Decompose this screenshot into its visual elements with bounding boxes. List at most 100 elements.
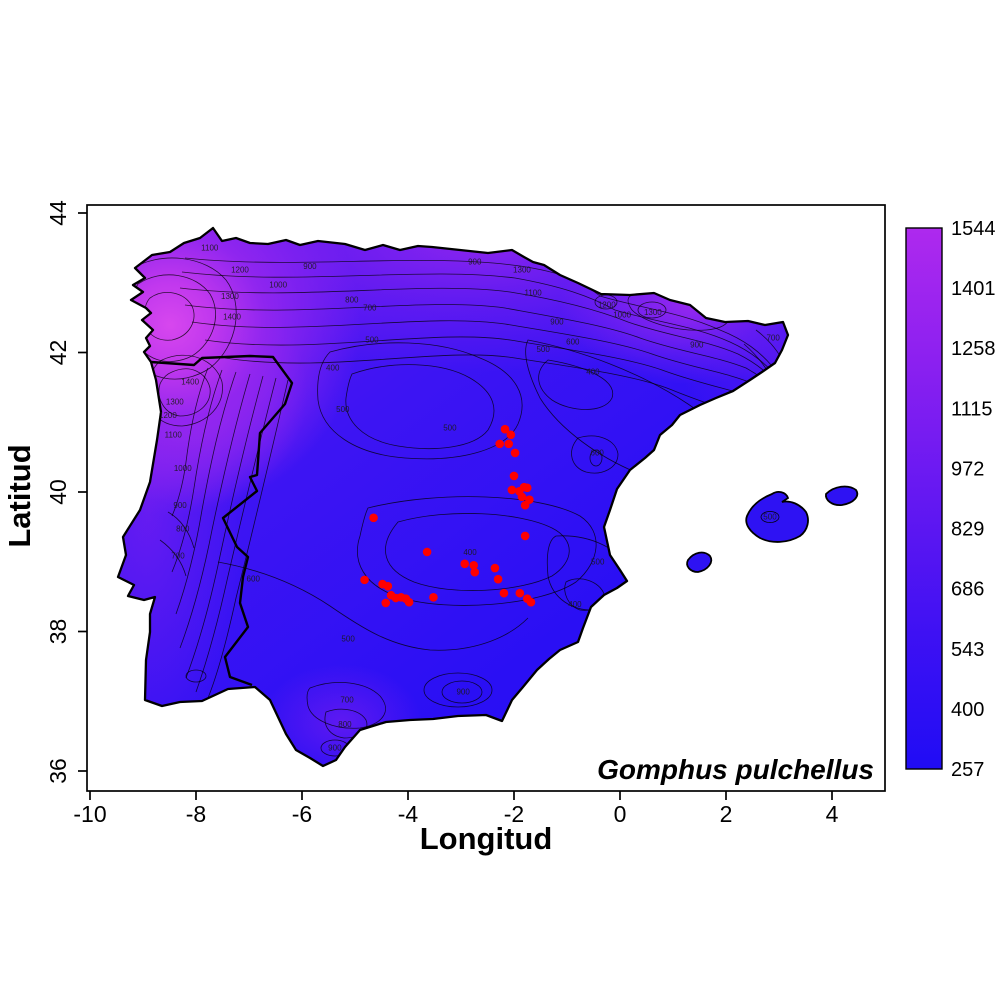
contour-value-labels: 1100 1200 1300 1400 1400 1300 1200 1100 1000 900 8… (159, 243, 780, 752)
occurrence-point (369, 513, 378, 523)
occurrence-point (422, 547, 432, 557)
y-axis-ticks: 36 38 40 42 44 (45, 200, 87, 784)
colorbar-tick-label: 543 (951, 639, 984, 661)
x-axis-title: Longitud (420, 821, 553, 856)
contour-label: 600 (591, 448, 605, 457)
occurrence-point (404, 597, 414, 607)
occurrence-point (526, 597, 536, 607)
colorbar-tick-label: 1544 (951, 218, 996, 240)
contour-label: 800 (345, 296, 359, 305)
occurrence-point (490, 563, 500, 573)
occurrence-point (469, 560, 479, 570)
contour-label: 600 (247, 575, 261, 584)
occurrence-point (460, 559, 470, 569)
colorbar-tick-label: 686 (951, 579, 984, 601)
y-tick-label: 44 (45, 200, 71, 226)
contour-label: 1000 (174, 464, 192, 473)
occurrence-point (493, 574, 503, 584)
y-tick-label: 42 (45, 340, 71, 366)
contour-label: 1400 (181, 377, 199, 386)
x-tick-label: -4 (398, 801, 419, 827)
colorbar-tick-label: 400 (951, 699, 984, 721)
occurrence-point (507, 485, 517, 495)
y-axis-title: Latitud (2, 444, 37, 547)
contour-label: 600 (566, 338, 580, 347)
contour-label: 900 (550, 317, 564, 326)
balearic-islands (686, 485, 859, 573)
contour-label: 1200 (598, 301, 616, 310)
contour-label: 500 (443, 423, 457, 432)
occurrence-point (520, 531, 530, 541)
contour-label: 1400 (223, 312, 241, 321)
colorbar-tick-label: 1258 (951, 338, 996, 360)
portugal-spain-border (150, 354, 294, 687)
x-tick-label: 0 (614, 801, 627, 827)
contour-label: 400 (463, 548, 477, 557)
contour-label: 1300 (513, 266, 531, 275)
colorbar-gradient (905, 227, 943, 770)
contour-label: 900 (456, 688, 470, 697)
x-tick-label: -6 (292, 801, 312, 827)
occurrence-point (499, 588, 509, 598)
ibiza-island (686, 551, 713, 573)
species-label: Gomphus pulchellus (597, 754, 874, 785)
occurrence-point (381, 598, 391, 608)
contour-label: 1100 (165, 430, 183, 439)
contour-label: 800 (176, 524, 190, 533)
contour-label: 1300 (644, 308, 662, 317)
y-tick-label: 38 (45, 619, 71, 645)
x-tick-label: 4 (826, 801, 839, 827)
contour-label: 400 (586, 368, 600, 377)
contour-label: 400 (568, 600, 582, 609)
occurrence-point (383, 581, 393, 591)
y-tick-label: 40 (45, 479, 71, 505)
contour-label: 500 (536, 345, 550, 354)
contour-label: 400 (326, 363, 340, 372)
contour-label: 700 (340, 695, 354, 704)
x-tick-label: -10 (73, 801, 106, 827)
contour-label: 1200 (159, 411, 177, 420)
contour-label: 500 (591, 557, 605, 566)
contour-label: 500 (763, 513, 777, 522)
colorbar-tick-label: 1401 (951, 278, 996, 300)
colorbar-tick-label: 1115 (951, 398, 993, 420)
occurrence-point (506, 430, 516, 440)
occurrence-point (517, 492, 527, 502)
x-axis-ticks: -10 -8 -6 -4 -2 0 2 4 (73, 791, 839, 827)
contour-label: 700 (363, 303, 377, 312)
occurrence-point (515, 588, 525, 598)
mallorca-island (745, 491, 809, 543)
contour-label: 900 (690, 340, 704, 349)
contour-label: 900 (303, 262, 317, 271)
x-tick-label: 2 (720, 801, 733, 827)
plot-frame (86, 204, 886, 792)
contour-label: 900 (468, 257, 482, 266)
contour-label: 1000 (613, 310, 631, 319)
contour-label: 1300 (166, 398, 184, 407)
occurrence-point (504, 439, 513, 449)
contour-label: 500 (365, 335, 379, 344)
occurrence-point (522, 483, 532, 493)
iberia-coastline (116, 226, 790, 768)
occurrence-point (429, 593, 438, 602)
colorbar-tick-label: 972 (951, 458, 984, 480)
contour-label: 500 (341, 635, 355, 644)
contour-label: 800 (338, 720, 352, 729)
colorbar-tick-label: 257 (951, 759, 984, 781)
occurrence-point (470, 567, 480, 577)
menorca-island (825, 485, 859, 506)
occurrence-point (360, 575, 369, 585)
contour-label: 1200 (231, 266, 249, 275)
contour-label: 700 (171, 552, 185, 561)
colorbar-tick-labels: 1544 1401 1258 1115 972 829 686 543 400 257 (951, 218, 996, 781)
occurrence-point (495, 439, 504, 449)
contour-label: 900 (328, 743, 342, 752)
mallorca-contour (760, 511, 780, 523)
contour-label: 900 (173, 501, 187, 510)
occurrence-points-layer (360, 424, 536, 608)
occurrence-point (510, 448, 520, 458)
contour-label: 1100 (524, 289, 542, 298)
x-tick-label: -8 (186, 801, 206, 827)
contour-label: 1300 (221, 292, 239, 301)
